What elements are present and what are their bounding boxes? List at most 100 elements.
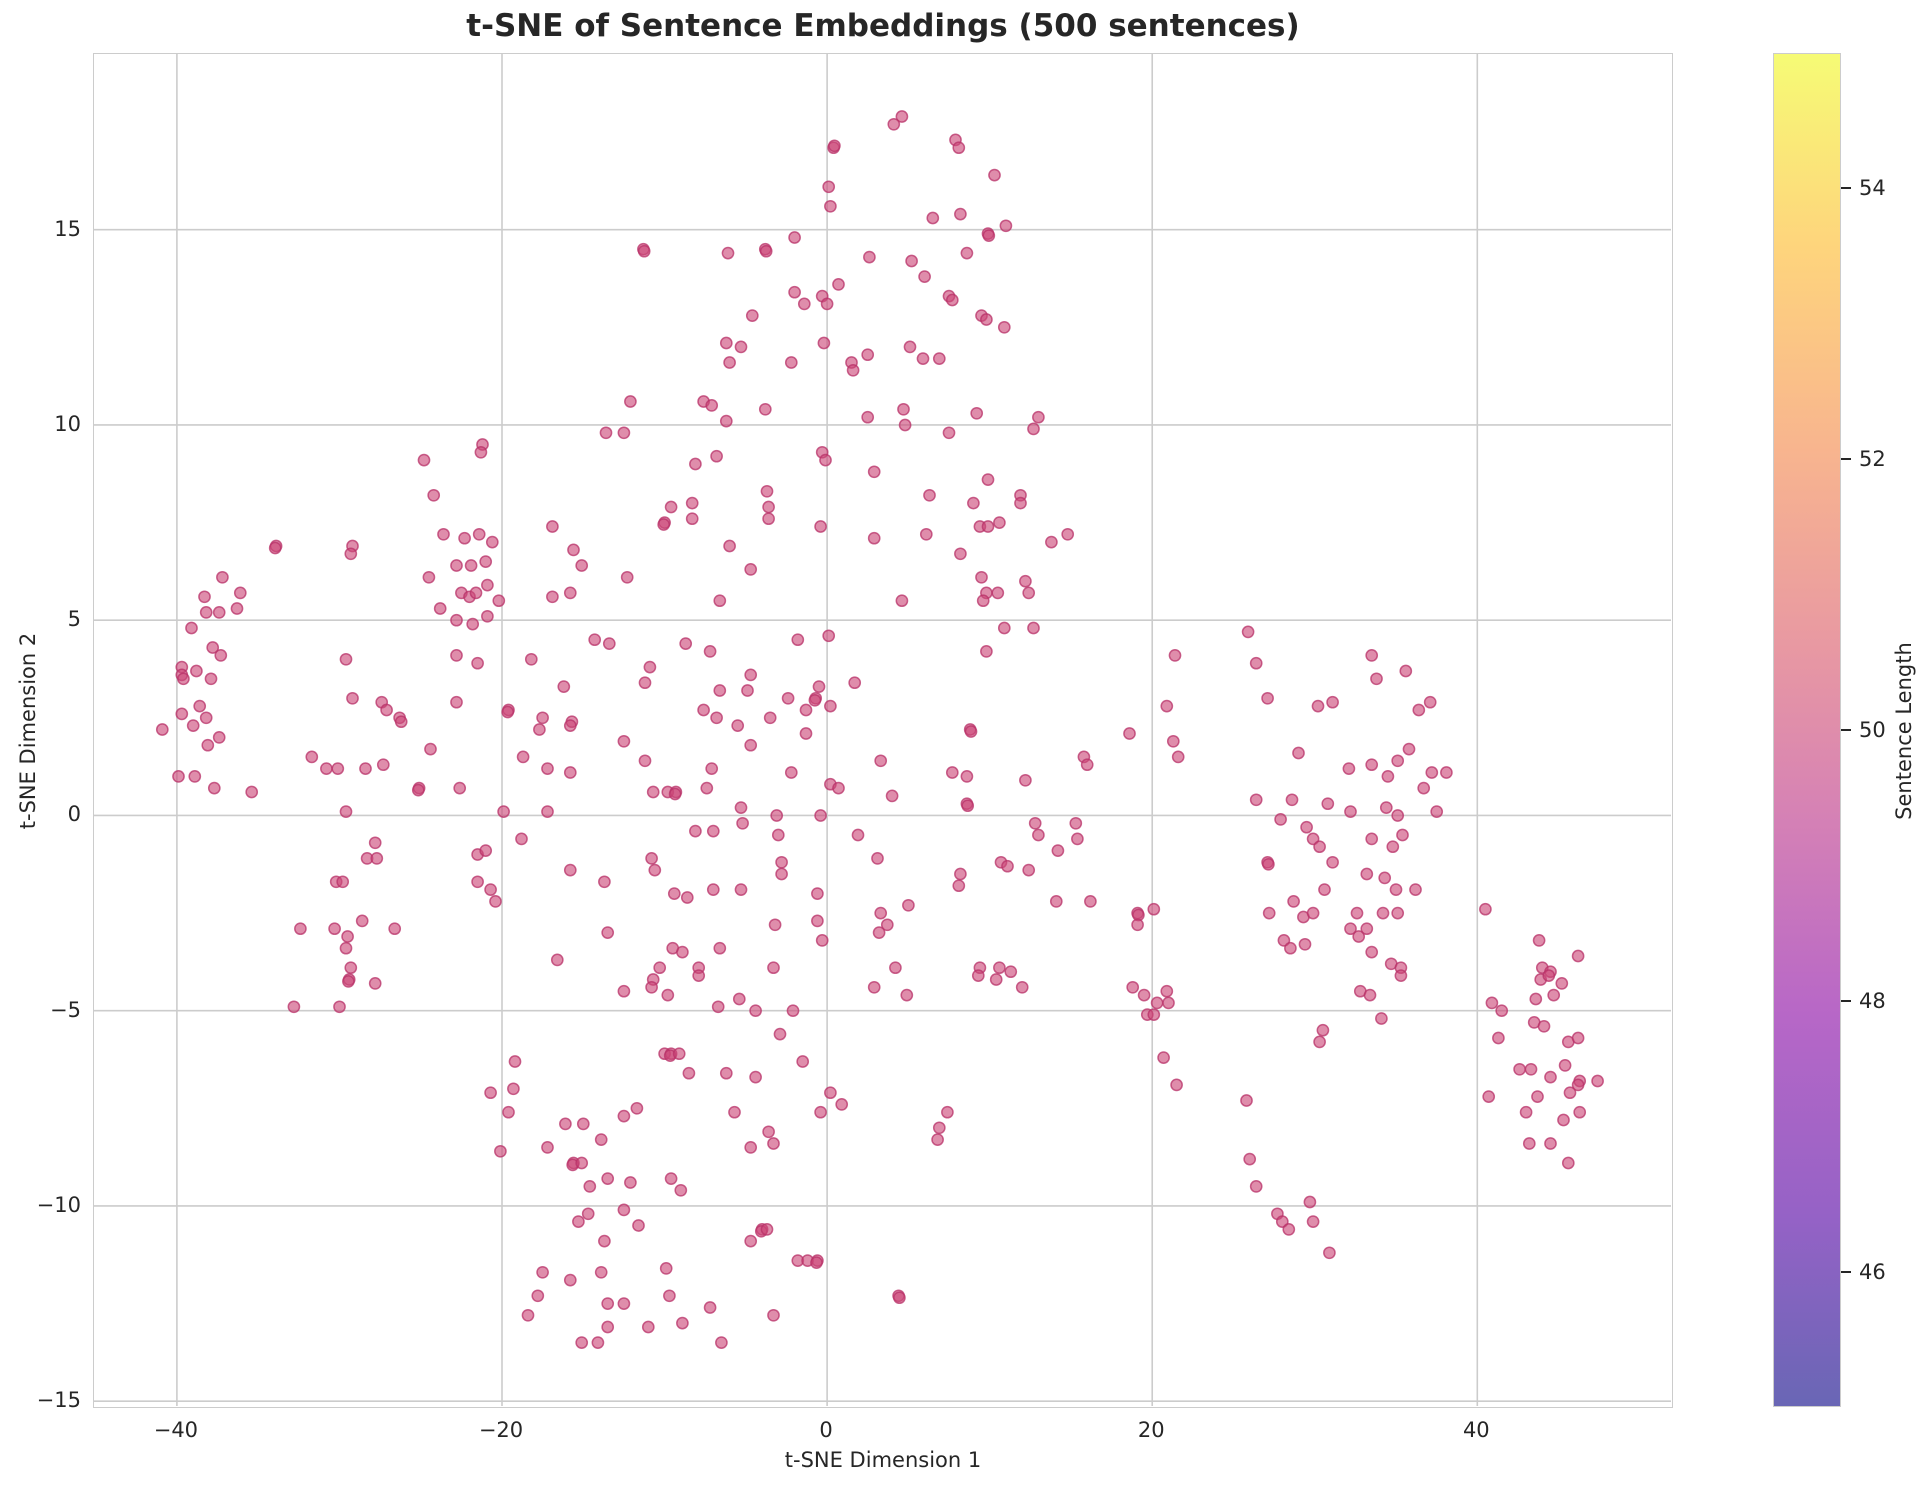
data-point bbox=[758, 402, 772, 416]
data-point bbox=[676, 945, 689, 959]
data-point bbox=[185, 621, 198, 635]
data-point bbox=[1287, 895, 1300, 908]
colorbar-tick-mark bbox=[1841, 999, 1851, 1002]
data-point bbox=[1027, 621, 1040, 635]
data-point bbox=[932, 352, 946, 365]
data-point bbox=[1378, 871, 1392, 885]
data-point bbox=[617, 1297, 631, 1310]
data-point bbox=[502, 1105, 515, 1119]
data-point bbox=[177, 672, 190, 686]
data-point bbox=[1282, 1223, 1296, 1236]
data-point bbox=[993, 516, 1006, 529]
data-point bbox=[424, 742, 437, 756]
data-point bbox=[536, 711, 549, 725]
data-point bbox=[1412, 703, 1426, 717]
data-point bbox=[484, 1086, 497, 1100]
data-point bbox=[796, 1055, 810, 1068]
data-point bbox=[497, 805, 510, 818]
data-point bbox=[734, 801, 748, 814]
data-point bbox=[874, 754, 888, 768]
data-point bbox=[851, 828, 865, 842]
data-point bbox=[954, 547, 967, 561]
data-point bbox=[812, 680, 826, 693]
data-point bbox=[1479, 902, 1492, 916]
x-tick-label: 20 bbox=[1137, 1418, 1165, 1442]
data-point bbox=[1409, 883, 1422, 896]
data-point bbox=[905, 254, 918, 268]
data-point bbox=[1360, 867, 1374, 881]
colorbar bbox=[1773, 53, 1841, 1407]
data-point bbox=[559, 1117, 572, 1131]
data-point bbox=[620, 570, 634, 584]
data-point bbox=[1573, 1105, 1587, 1119]
data-point bbox=[964, 725, 978, 738]
data-point bbox=[515, 832, 528, 846]
data-point bbox=[824, 199, 837, 213]
colorbar-tick-label: 46 bbox=[1859, 1259, 1886, 1284]
data-point bbox=[954, 207, 967, 221]
data-point bbox=[1519, 1105, 1533, 1119]
data-point bbox=[479, 555, 493, 568]
data-point bbox=[1321, 797, 1335, 811]
data-point bbox=[1571, 949, 1585, 963]
data-point bbox=[664, 500, 678, 514]
data-point bbox=[1571, 1078, 1585, 1092]
data-point bbox=[370, 852, 384, 865]
data-point bbox=[942, 426, 956, 440]
data-point bbox=[767, 1137, 780, 1150]
data-point bbox=[617, 984, 631, 998]
data-point bbox=[685, 512, 699, 526]
data-point bbox=[1375, 1012, 1388, 1025]
data-point bbox=[848, 676, 862, 690]
data-point bbox=[1027, 422, 1040, 436]
data-point bbox=[811, 914, 824, 928]
data-point bbox=[481, 609, 494, 623]
colorbar-tick-label: 52 bbox=[1859, 447, 1886, 472]
data-point bbox=[479, 844, 493, 857]
data-point bbox=[1557, 1113, 1570, 1127]
data-point bbox=[932, 1121, 946, 1135]
data-point bbox=[536, 1265, 549, 1279]
data-point bbox=[624, 395, 637, 408]
x-tick-label: 40 bbox=[1462, 1418, 1490, 1442]
data-point bbox=[1150, 996, 1164, 1010]
data-point bbox=[676, 1316, 689, 1330]
data-point bbox=[980, 313, 993, 326]
data-point bbox=[541, 762, 554, 775]
data-point bbox=[617, 1203, 631, 1217]
data-point bbox=[1376, 906, 1390, 920]
data-point bbox=[1492, 1031, 1505, 1045]
data-point bbox=[926, 211, 940, 225]
data-point bbox=[762, 1125, 775, 1139]
data-point bbox=[874, 906, 888, 920]
data-point bbox=[341, 930, 354, 943]
data-point bbox=[952, 879, 966, 893]
data-point bbox=[637, 244, 651, 258]
data-point bbox=[719, 414, 733, 428]
data-point bbox=[643, 660, 657, 674]
data-point bbox=[1389, 883, 1403, 896]
data-point bbox=[734, 883, 748, 896]
data-point bbox=[710, 711, 723, 725]
data-point bbox=[895, 110, 909, 123]
y-tick-label: −5 bbox=[50, 997, 81, 1022]
data-point bbox=[563, 766, 577, 779]
data-point bbox=[489, 895, 502, 908]
data-point bbox=[814, 520, 827, 533]
data-point bbox=[976, 594, 990, 608]
data-point bbox=[685, 496, 699, 510]
data-point bbox=[1022, 586, 1036, 600]
data-point bbox=[427, 488, 441, 502]
data-point bbox=[245, 785, 259, 799]
data-point bbox=[993, 961, 1006, 975]
data-point bbox=[887, 117, 901, 131]
data-point bbox=[331, 762, 345, 775]
data-point bbox=[355, 914, 369, 928]
data-point bbox=[867, 465, 881, 479]
data-point bbox=[474, 445, 488, 459]
data-point bbox=[206, 641, 220, 654]
data-point bbox=[889, 961, 902, 975]
data-point bbox=[175, 707, 189, 721]
data-point bbox=[822, 180, 836, 194]
